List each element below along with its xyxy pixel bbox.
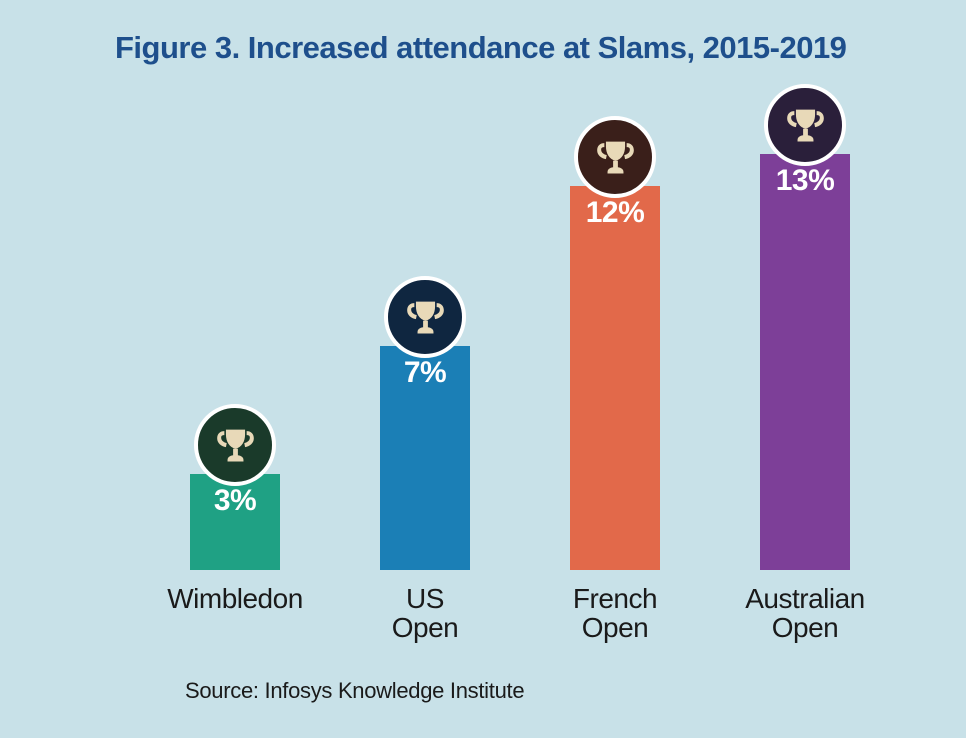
- trophy-icon: [400, 292, 451, 343]
- bar-value-label: 13%: [760, 164, 850, 198]
- bar-value-label: 7%: [380, 356, 470, 390]
- bar: [570, 186, 660, 570]
- trophy-icon-badge: [194, 404, 276, 486]
- bar: [760, 154, 850, 570]
- bar-value-label: 3%: [190, 484, 280, 518]
- trophy-icon-badge: [764, 84, 846, 166]
- bar-category-label: Australian Open: [710, 584, 900, 643]
- bar-value-label: 12%: [570, 196, 660, 230]
- trophy-icon: [210, 420, 261, 471]
- trophy-icon: [590, 132, 641, 183]
- trophy-icon-badge: [384, 276, 466, 358]
- trophy-icon: [780, 100, 831, 151]
- bar-group: 12%: [570, 186, 660, 570]
- bar-category-label: French Open: [520, 584, 710, 643]
- source-attribution: Source: Infosys Knowledge Institute: [185, 678, 524, 704]
- bar-group: 3%: [190, 474, 280, 570]
- bar-group: 13%: [760, 154, 850, 570]
- trophy-icon-badge: [574, 116, 656, 198]
- bar-category-label: Wimbledon: [140, 584, 330, 613]
- bar-category-label: US Open: [330, 584, 520, 643]
- bar-group: 7%: [380, 346, 470, 570]
- attendance-bar-chart: 3% 7% 12% 13%: [0, 0, 966, 570]
